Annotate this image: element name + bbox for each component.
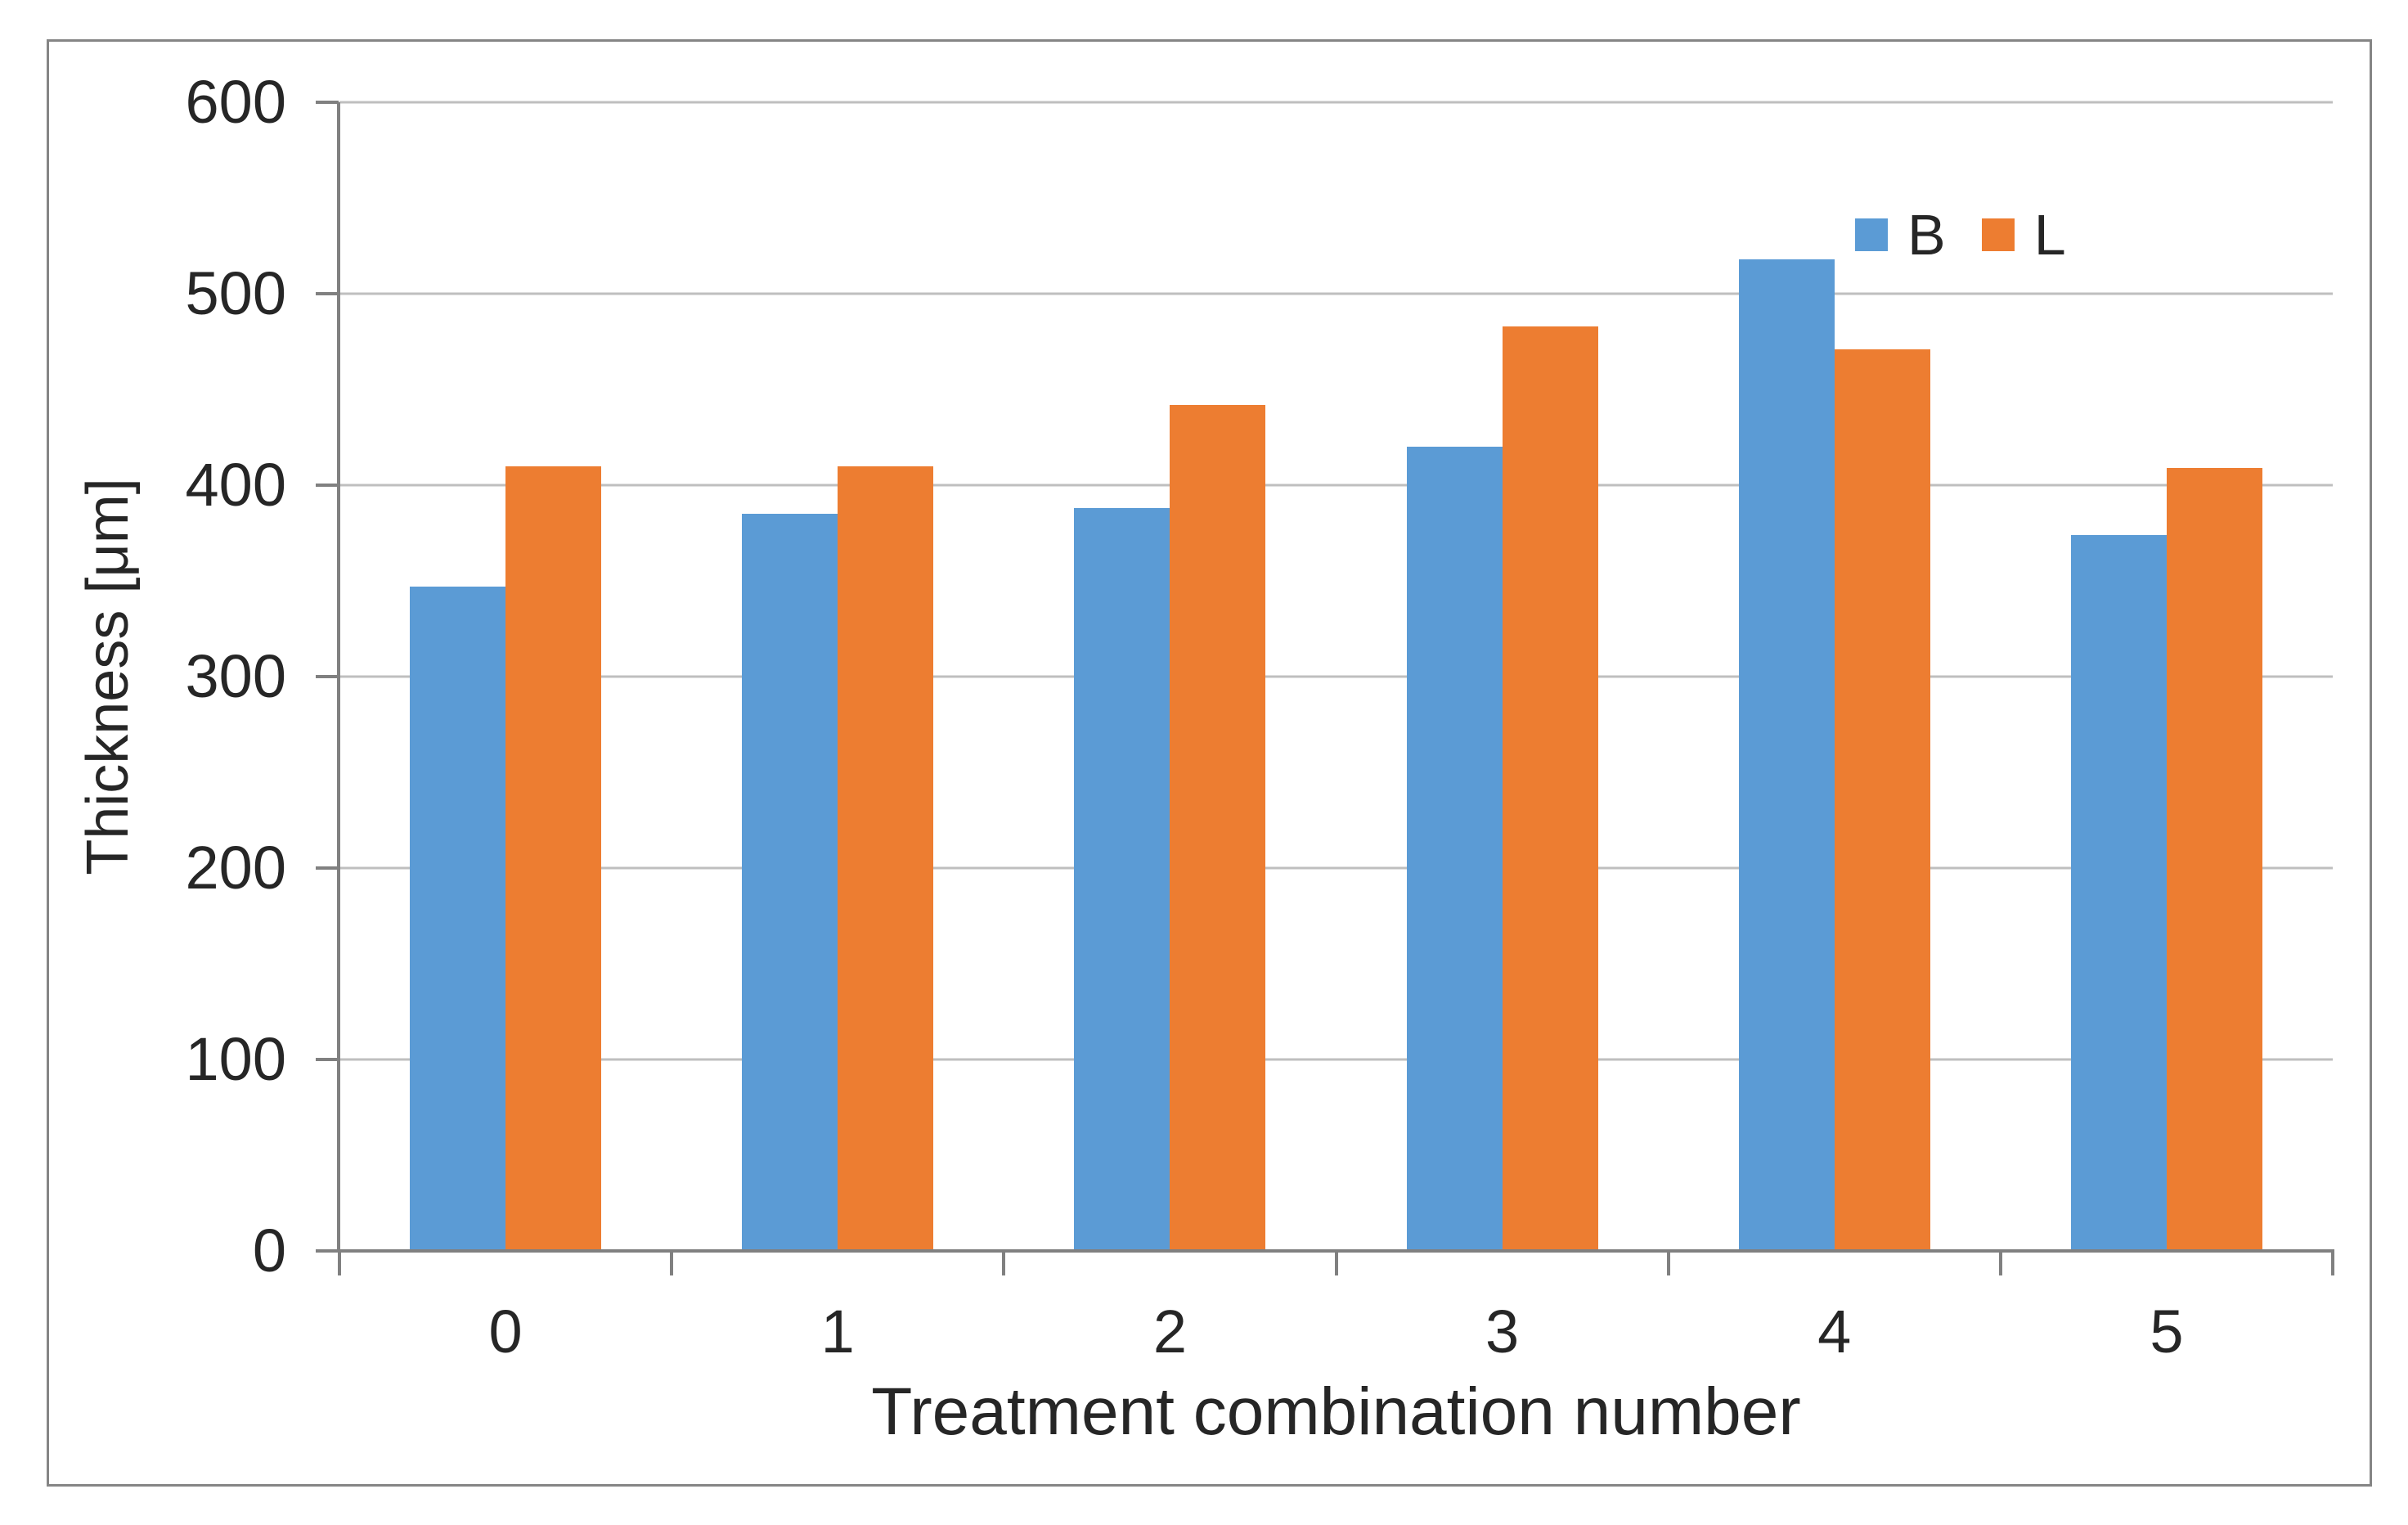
x-tick-mark-1	[670, 1251, 674, 1275]
bar-B-4	[1738, 259, 1835, 1251]
y-tick-labels: 0 100 200 300 400 500 600	[49, 72, 286, 1281]
plot-area	[339, 101, 2333, 1251]
y-tick-mark-0	[316, 1249, 339, 1253]
y-tick-mark-100	[316, 1058, 339, 1061]
category-slot-1	[672, 102, 1004, 1251]
x-axis	[337, 1249, 2334, 1253]
y-tick-label-600: 600	[185, 68, 286, 136]
x-tick-mark-5	[1998, 1251, 2002, 1275]
gridline-300	[339, 675, 2333, 678]
x-tick-mark-4	[1666, 1251, 1670, 1275]
legend-label-B: B	[1907, 203, 1946, 267]
bar-B-1	[742, 514, 838, 1251]
bar-B-2	[1074, 508, 1170, 1251]
y-tick-label-100: 100	[185, 1025, 286, 1093]
x-tick-label-4: 4	[1817, 1298, 1852, 1365]
category-slot-3	[1337, 102, 1669, 1251]
bar-L-3	[1502, 326, 1598, 1251]
bar-L-0	[505, 466, 602, 1251]
y-tick-label-200: 200	[185, 834, 286, 902]
x-tick-mark-0	[338, 1251, 341, 1275]
gridline-200	[339, 866, 2333, 870]
y-tick-label-300: 300	[185, 642, 286, 710]
x-tick-label-1: 1	[820, 1298, 855, 1365]
category-slot-4	[1669, 102, 2001, 1251]
y-tick-marks	[316, 101, 339, 1253]
y-tick-label-500: 500	[185, 259, 286, 327]
legend-swatch-B	[1855, 218, 1888, 251]
gridline-500	[339, 292, 2333, 295]
y-tick-mark-300	[316, 675, 339, 678]
bar-B-5	[2070, 534, 2167, 1251]
bar-B-3	[1406, 447, 1503, 1251]
x-tick-labels: 0 1 2 3 4 5	[339, 1299, 2333, 1373]
category-slot-5	[2001, 102, 2333, 1251]
y-tick-label-400: 400	[185, 451, 286, 519]
bar-L-4	[1834, 349, 1930, 1251]
bar-L-5	[2166, 467, 2262, 1251]
x-tick-marks	[338, 1251, 2334, 1275]
category-slot-0	[339, 102, 672, 1251]
gridline-400	[339, 484, 2333, 487]
y-tick-mark-600	[316, 101, 339, 104]
x-tick-label-2: 2	[1152, 1298, 1187, 1365]
x-tick-mark-6	[2331, 1251, 2334, 1275]
bar-B-0	[410, 587, 506, 1251]
y-tick-label-0: 0	[252, 1217, 286, 1284]
x-tick-label-0: 0	[488, 1298, 523, 1365]
x-tick-label-3: 3	[1485, 1298, 1520, 1365]
y-tick-mark-500	[316, 292, 339, 295]
x-tick-mark-3	[1334, 1251, 1338, 1275]
legend-item-B: B	[1855, 206, 1946, 263]
category-slot-2	[1004, 102, 1336, 1251]
legend-item-L: L	[1981, 203, 2066, 267]
x-tick-mark-2	[1002, 1251, 1006, 1275]
legend-label-L: L	[2033, 203, 2066, 267]
y-tick-mark-200	[316, 866, 339, 870]
y-tick-mark-400	[316, 484, 339, 487]
bar-L-1	[838, 466, 934, 1251]
legend-swatch-L	[1981, 218, 2015, 251]
y-axis	[337, 102, 340, 1253]
gridline-600	[339, 101, 2333, 104]
bar-L-2	[1170, 404, 1266, 1251]
x-tick-label-5: 5	[2150, 1298, 2184, 1365]
gridline-100	[339, 1058, 2333, 1061]
x-axis-title: Treatment combination number	[871, 1374, 1801, 1449]
